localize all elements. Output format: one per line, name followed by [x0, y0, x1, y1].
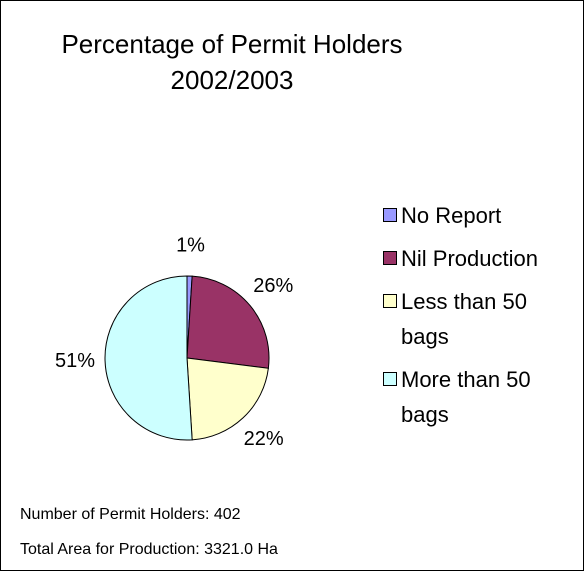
- pie-slice: [186, 275, 270, 369]
- value-label: 26%: [253, 275, 293, 297]
- chart-subtitle: 2002/2003: [171, 65, 294, 95]
- annotation: Total Area for Production: 3321.0 Ha: [20, 541, 278, 558]
- chart-title: Percentage of Permit Holders: [61, 29, 402, 59]
- legend-swatch: [383, 251, 397, 265]
- legend: No Report Nil Production Less than 50 bags…: [383, 198, 563, 440]
- legend-swatch: [383, 294, 397, 308]
- legend-entry: No Report: [383, 198, 563, 233]
- annotation: Number of Permit Holders: 402: [20, 506, 241, 523]
- legend-entry: More than 50 bags: [383, 362, 563, 432]
- legend-label: No Report: [401, 203, 502, 228]
- legend-label: Nil Production: [401, 246, 538, 271]
- legend-entry: Less than 50 bags: [383, 284, 563, 354]
- legend-label: Less than 50 bags: [401, 289, 527, 349]
- value-label: 51%: [55, 350, 95, 372]
- pie-slice: [104, 275, 193, 441]
- pie-slice: [186, 357, 269, 441]
- value-label: 1%: [176, 234, 205, 256]
- value-label: 22%: [244, 428, 284, 450]
- legend-label: More than 50 bags: [401, 367, 531, 427]
- legend-swatch: [383, 208, 397, 222]
- legend-entry: Nil Production: [383, 241, 563, 276]
- legend-swatch: [383, 372, 397, 386]
